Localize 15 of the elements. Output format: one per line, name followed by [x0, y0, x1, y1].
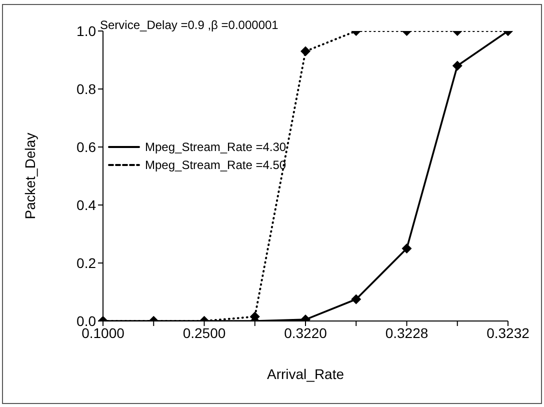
y-tick-label: 0.2: [76, 254, 96, 271]
y-tick-label: 1.0: [76, 22, 96, 39]
annotation: Service_Delay =0.9 ,β =0.000001: [100, 18, 278, 32]
y-tick-label: 0.4: [76, 196, 96, 213]
y-tick-label: 0.6: [76, 138, 96, 155]
x-tick-label: 0.3232: [486, 324, 530, 341]
x-tick-label: 0.2500: [182, 324, 226, 341]
x-tick-label: 0.3220: [284, 324, 328, 341]
y-tick-label: 0.0: [76, 312, 96, 329]
y-axis-title: Packet_Delay: [22, 132, 38, 220]
legend-label: Mpeg_Stream_Rate =4.30: [145, 140, 286, 154]
legend-label: Mpeg_Stream_Rate =4.50: [145, 158, 286, 172]
y-tick-label: 0.8: [76, 80, 96, 97]
x-tick-label: 0.3228: [385, 324, 428, 341]
x-axis-title: Arrival_Rate: [266, 366, 344, 382]
